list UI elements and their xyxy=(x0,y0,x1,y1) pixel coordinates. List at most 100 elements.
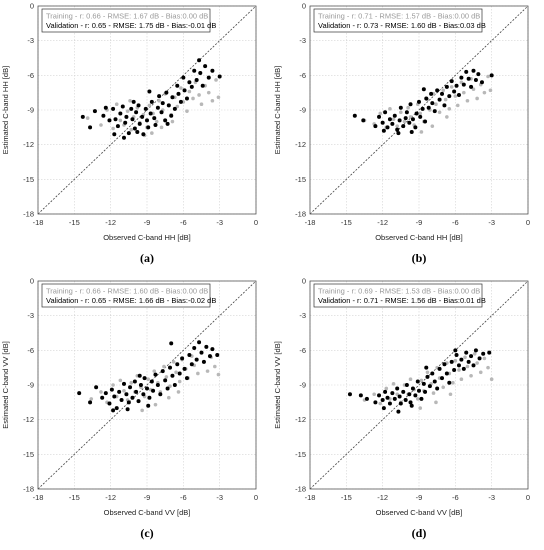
scatter-point xyxy=(172,383,177,387)
x-tick-label: 0 xyxy=(254,493,258,502)
scatter-point xyxy=(112,394,117,399)
scatter-point xyxy=(175,104,180,109)
scatter-point xyxy=(384,386,389,391)
scatter-point xyxy=(153,123,158,128)
scatter-point xyxy=(464,69,469,74)
scatter-point xyxy=(420,106,425,111)
scatter-point xyxy=(194,357,199,362)
x-tick-label: -6 xyxy=(452,218,459,227)
scatter-point xyxy=(430,124,435,128)
scatter-point xyxy=(448,392,453,397)
scatter-point xyxy=(415,397,420,401)
legend-box xyxy=(313,283,483,308)
scatter-point xyxy=(407,392,412,397)
y-tick-label: -15 xyxy=(23,175,34,184)
scatter-point xyxy=(114,406,119,411)
scatter-point xyxy=(152,369,157,373)
scatter-point xyxy=(111,383,115,387)
y-tick-label: -6 xyxy=(27,71,34,80)
scatter-point xyxy=(176,390,181,394)
scatter-point xyxy=(396,131,401,136)
x-tick-label: -6 xyxy=(180,218,187,227)
scatter-point xyxy=(473,77,478,82)
scatter-point xyxy=(451,380,455,385)
scatter-point xyxy=(94,385,99,390)
scatter-point xyxy=(469,354,474,359)
legend: Training - r: 0.66 - RMSE: 1.67 dB - Bia… xyxy=(41,8,216,33)
scatter-point xyxy=(184,96,189,101)
y-tick-label: -9 xyxy=(27,381,34,390)
scatter-point xyxy=(88,125,93,130)
scatter-point xyxy=(132,126,137,131)
y-axis-title: Estimated C-band VV [dB] xyxy=(1,341,10,429)
scatter-point xyxy=(454,352,459,357)
scatter-point xyxy=(109,387,114,392)
y-axis-title: Estimated C-band HH [dB] xyxy=(1,66,10,154)
scatter-point xyxy=(182,88,187,93)
scatter-point xyxy=(111,106,116,111)
x-tick-label: -3 xyxy=(216,493,223,502)
scatter-point xyxy=(432,109,437,114)
scatter-point xyxy=(217,74,222,79)
scatter-point xyxy=(157,94,162,99)
scatter-point xyxy=(397,118,402,123)
scatter-point xyxy=(407,120,412,125)
scatter-point xyxy=(149,99,154,104)
panel-c: -18-18 -15 -15 -12 -12 -9 -9 -6 -6 -3 -3 0 0 Training… xyxy=(1,277,258,541)
scatter-point xyxy=(147,89,152,94)
scatter-point xyxy=(145,386,149,391)
scatter-point xyxy=(471,68,476,73)
scatter-point xyxy=(431,391,436,395)
scatter-point xyxy=(413,393,418,398)
panel-label: (b) xyxy=(412,251,427,265)
scatter-point xyxy=(361,118,366,123)
scatter-point xyxy=(373,124,378,129)
scatter-point xyxy=(381,406,386,411)
legend-box xyxy=(313,8,483,33)
scatter-point xyxy=(191,96,195,101)
legend-box xyxy=(41,283,211,308)
scatter-point xyxy=(165,121,170,126)
scatter-point xyxy=(447,94,452,99)
scatter-point xyxy=(449,359,454,364)
scatter-point xyxy=(88,400,93,405)
y-tick-label: -9 xyxy=(27,106,34,115)
scatter-point xyxy=(138,383,143,387)
scatter-point xyxy=(398,401,403,406)
scatter-point xyxy=(216,372,221,377)
scatter-point xyxy=(441,88,446,93)
scatter-point xyxy=(387,401,392,406)
scatter-point xyxy=(140,114,145,119)
scatter-point xyxy=(152,116,157,121)
scatter-point xyxy=(409,129,414,134)
scatter-point xyxy=(101,113,106,118)
scatter-point xyxy=(210,98,215,103)
scatter-point xyxy=(453,348,458,353)
scatter-point xyxy=(489,377,494,382)
scatter-point xyxy=(475,96,479,101)
plot-frame xyxy=(309,5,529,215)
scatter-point xyxy=(118,378,123,383)
scatter-point xyxy=(185,109,189,113)
scatter-point xyxy=(80,114,85,119)
scatter-point xyxy=(134,389,139,394)
scatter-point xyxy=(153,402,158,407)
scatter-point xyxy=(113,117,118,122)
x-tick-label: 0 xyxy=(254,218,258,227)
scatter-point xyxy=(442,103,447,108)
scatter-point xyxy=(421,87,426,92)
y-tick-label: -12 xyxy=(23,415,34,424)
scatter-point xyxy=(421,381,426,386)
y-tick-label: -6 xyxy=(299,346,306,355)
scatter-point xyxy=(204,344,209,349)
scatter-point xyxy=(199,102,204,107)
scatter-point xyxy=(157,98,161,103)
scatter-point xyxy=(424,365,429,370)
scatter-point xyxy=(89,397,94,401)
scatter-point xyxy=(167,395,171,400)
panel-d: -18-18 -15 -15 -12 -12 -9 -9 -6 -6 -3 -3 0 0 Training… xyxy=(273,277,530,541)
scatter-point xyxy=(488,88,493,93)
scatter-point xyxy=(385,395,390,400)
scatter-point xyxy=(457,368,461,372)
scatter-point xyxy=(461,82,466,87)
